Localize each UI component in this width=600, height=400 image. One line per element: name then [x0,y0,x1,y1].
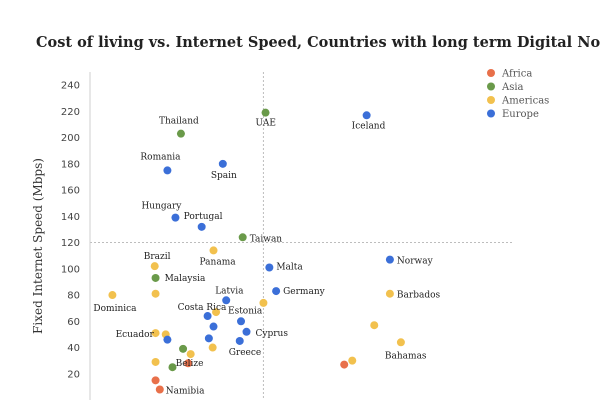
legend-marker [487,109,495,118]
point-label: Costa Rica [178,303,227,313]
point-label: Norway [397,257,434,267]
data-point [151,273,160,282]
data-point [385,255,394,264]
data-point [237,317,246,326]
data-point [340,360,349,369]
data-point [261,108,270,117]
y-tick-labels: 20 40 60 80 100 120 140 160 180 200 220 240 [61,81,80,381]
data-points: Namibia Thailand UAE Taiwan Malaysia Panama Br… [93,108,441,397]
point-label: Namibia [166,387,205,397]
legend-label: Europe [502,109,539,120]
data-point [396,338,405,347]
point-label: Thailand [159,117,199,127]
data-point [238,233,247,242]
point-label: Malta [276,262,303,272]
legend: Africa Asia Americas Europe [487,69,549,120]
legend-marker [487,69,495,77]
data-point [235,336,244,345]
y-tick-label: 240 [61,81,80,92]
data-point [362,111,371,120]
data-point [151,357,160,366]
legend-label: Africa [501,69,532,80]
data-point [163,166,172,175]
data-point [163,335,172,344]
data-point [179,344,188,353]
data-point [171,213,180,222]
data-point [186,350,195,359]
point-label: Malaysia [165,274,206,284]
data-point [218,159,227,168]
point-label: Barbados [397,291,441,301]
data-point [272,287,281,296]
point-label: Romania [140,152,181,162]
point-label: Taiwan [250,234,283,244]
data-point [222,296,231,305]
legend-label: Asia [501,82,524,93]
legend-marker [487,96,495,104]
point-label: Spain [211,171,237,181]
data-point [385,289,394,298]
point-label: Belize [176,359,204,369]
point-label: Hungary [141,202,182,212]
point-label: UAE [256,119,276,129]
data-point [265,263,274,272]
y-tick-label: 60 [67,317,80,328]
point-label: Panama [200,257,237,267]
data-point [203,312,212,321]
point-label: Greece [229,348,262,358]
y-tick-label: 100 [61,264,80,275]
point-label: Dominica [93,304,137,314]
data-point [242,327,251,336]
y-axis-label: Fixed Internet Speed (Mbps) [31,158,45,334]
y-tick-label: 80 [67,291,80,302]
y-tick-label: 160 [61,186,80,197]
legend-label: Americas [501,96,549,107]
chart-title: Cost of living vs. Internet Speed, Count… [36,34,600,51]
data-point [184,359,193,368]
point-label: Ecuador [116,330,155,340]
y-tick-label: 40 [67,343,80,354]
data-point [259,298,268,307]
point-label: Iceland [352,121,386,131]
point-label: Bahamas [385,351,427,361]
data-point [151,376,160,385]
reference-lines [90,72,513,400]
data-point [208,343,217,352]
data-point [151,329,160,338]
y-tick-label: 140 [61,212,80,223]
data-point [150,262,159,271]
y-tick-label: 120 [61,238,80,249]
data-point [209,322,218,331]
data-point [176,129,185,138]
point-label: Portugal [184,212,223,222]
data-point [108,291,117,300]
data-point [197,222,206,231]
point-label: Estonia [228,306,263,316]
data-point [370,321,379,330]
data-point [212,308,221,317]
data-point [151,289,160,298]
data-point [155,385,164,394]
data-point [209,246,218,255]
legend-marker [487,82,495,91]
point-label: Latvia [215,286,244,296]
y-tick-label: 200 [61,133,80,144]
point-label: Brazil [144,252,171,262]
point-label: Germany [283,287,326,297]
data-point [168,363,177,372]
point-label: Cyprus [256,329,289,339]
y-tick-label: 180 [61,159,80,170]
y-tick-label: 20 [67,369,80,380]
data-point [204,334,213,343]
data-point [348,356,357,365]
y-tick-label: 220 [61,107,80,118]
